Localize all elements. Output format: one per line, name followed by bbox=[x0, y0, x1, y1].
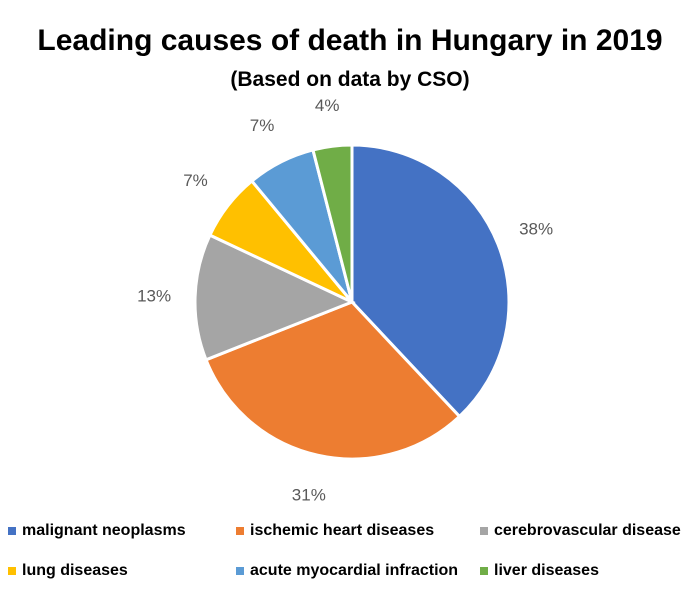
pie-labels: 38% 31% 13% 7% 7% 4% bbox=[137, 96, 553, 505]
legend-item-cerebrovascular-disease: cerebrovascular disease bbox=[480, 522, 698, 540]
legend-item-lung-diseases: lung diseases bbox=[8, 562, 236, 580]
pie-label-malignant-neoplasms: 38% bbox=[519, 220, 553, 239]
chart-title: Leading causes of death in Hungary in 20… bbox=[37, 24, 663, 57]
pie-label-acute-myocardial-infraction: 7% bbox=[250, 116, 275, 135]
pie-slice-ischemic-heart-diseases bbox=[204, 300, 462, 461]
legend-swatch-malignant-neoplasms bbox=[8, 527, 16, 535]
legend-item-liver-diseases: liver diseases bbox=[480, 562, 698, 580]
legend-label-ischemic-heart-diseases: ischemic heart diseases bbox=[250, 522, 435, 539]
legend-item-ischemic-heart-diseases: ischemic heart diseases bbox=[236, 522, 480, 540]
pie-label-liver-diseases: 4% bbox=[315, 96, 340, 115]
legend-label-liver-diseases: liver diseases bbox=[494, 562, 599, 579]
legend-swatch-liver-diseases bbox=[480, 567, 488, 575]
pie-label-lung-diseases: 7% bbox=[183, 171, 208, 190]
legend-item-malignant-neoplasms: malignant neoplasms bbox=[8, 522, 236, 540]
pie-label-ischemic-heart-diseases: 31% bbox=[292, 486, 326, 505]
legend-item-acute-myocardial-infraction: acute myocardial infraction bbox=[236, 562, 480, 580]
legend-label-malignant-neoplasms: malignant neoplasms bbox=[22, 522, 186, 539]
legend-label-cerebrovascular-disease: cerebrovascular disease bbox=[494, 522, 681, 539]
chart-legend: malignant neoplasms ischemic heart disea… bbox=[8, 522, 698, 580]
legend-swatch-ischemic-heart-diseases bbox=[236, 527, 244, 535]
legend-label-acute-myocardial-infraction: acute myocardial infraction bbox=[250, 562, 459, 579]
legend-label-lung-diseases: lung diseases bbox=[22, 562, 128, 579]
pie-slices bbox=[193, 143, 511, 461]
legend-swatch-lung-diseases bbox=[8, 567, 16, 575]
pie-slice-liver-diseases bbox=[311, 143, 354, 303]
pie-slice-malignant-neoplasms bbox=[350, 143, 511, 419]
legend-swatch-cerebrovascular-disease bbox=[480, 527, 488, 535]
legend-swatch-acute-myocardial-infraction bbox=[236, 567, 244, 575]
pie-slice-cerebrovascular-disease bbox=[193, 233, 356, 362]
pie-label-cerebrovascular-disease: 13% bbox=[137, 286, 171, 305]
chart-subtitle: (Based on data by CSO) bbox=[230, 68, 470, 91]
pie-chart: 38% 31% 13% 7% 7% 4% bbox=[137, 96, 553, 505]
